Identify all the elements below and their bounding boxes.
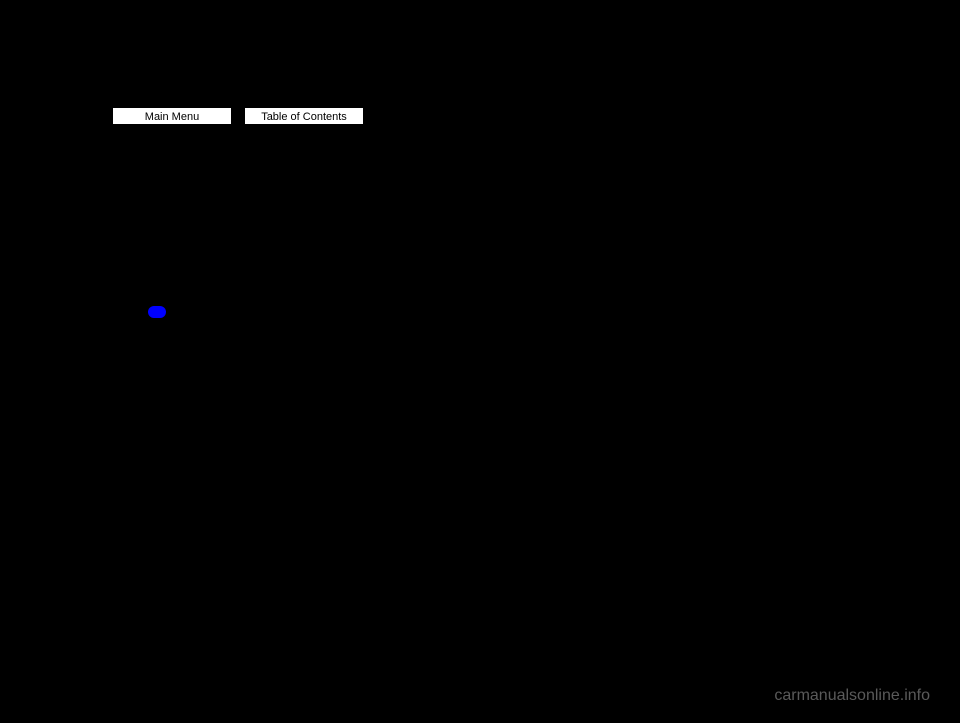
main-menu-button[interactable]: Main Menu (112, 107, 232, 125)
table-of-contents-button[interactable]: Table of Contents (244, 107, 364, 125)
page-marker-icon (148, 306, 166, 318)
watermark-text: carmanualsonline.info (774, 687, 930, 705)
navigation-bar: Main Menu Table of Contents (112, 107, 364, 125)
